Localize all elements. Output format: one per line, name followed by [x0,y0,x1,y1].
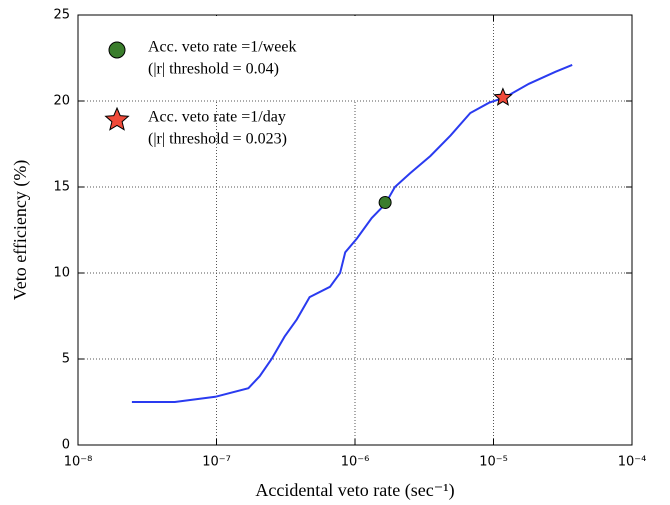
y-tick-label: 5 [62,352,70,367]
y-tick-label: 15 [53,180,70,195]
y-tick-label: 10 [53,266,70,281]
legend-label: (|r| threshold = 0.04) [148,61,279,78]
star-marker [104,106,130,131]
circle-marker [378,195,392,209]
x-tick-label: 10⁻⁶ [341,455,370,470]
circle-marker [108,41,126,59]
y-tick-label: 25 [53,8,70,23]
data-line [131,63,573,403]
y-tick-label: 20 [53,94,70,109]
y-tick-label: 0 [62,438,70,453]
x-tick-label: 10⁻⁷ [202,455,231,470]
legend-box [79,16,369,100]
plot-frame [77,14,633,446]
legend-label: (|r| threshold = 0.023) [148,131,287,148]
x-tick-label: 10⁻⁵ [479,455,508,470]
x-tick-label: 10⁻⁴ [618,455,647,470]
star-marker [493,87,513,106]
legend-label: Acc. veto rate =1/day [148,109,286,126]
y-axis-label: Veto efficiency (%) [10,160,31,301]
x-tick-label: 10⁻⁸ [64,455,93,470]
x-axis-label: Accidental veto rate (sec⁻¹) [255,480,454,501]
legend-label: Acc. veto rate =1/week [148,39,297,56]
